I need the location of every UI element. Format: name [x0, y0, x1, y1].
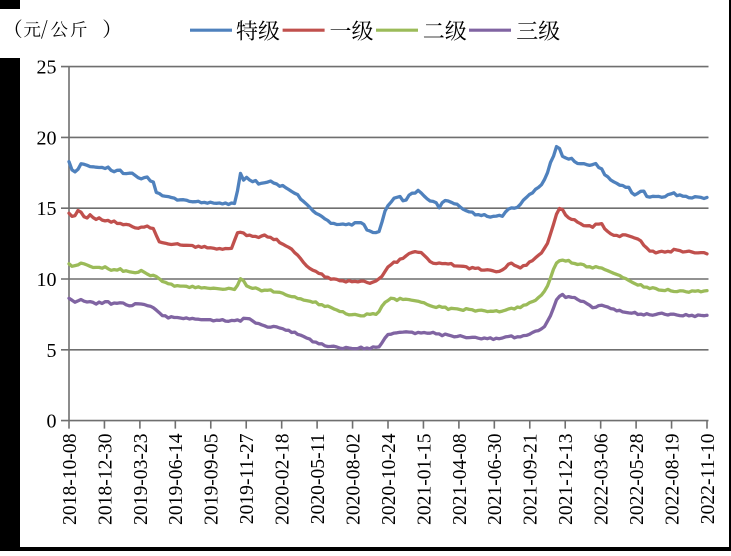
svg-text:2020-02-18: 2020-02-18 [273, 433, 294, 525]
svg-text:2020-05-11: 2020-05-11 [308, 434, 329, 525]
svg-text:2022-08-19: 2022-08-19 [662, 434, 683, 525]
svg-text:2022-03-06: 2022-03-06 [592, 433, 613, 525]
svg-text:25: 25 [37, 57, 57, 79]
svg-text:2020-10-24: 2020-10-24 [379, 433, 400, 525]
svg-text:10: 10 [37, 269, 57, 291]
svg-text:5: 5 [47, 340, 57, 362]
svg-text:2019-11-27: 2019-11-27 [237, 433, 258, 524]
svg-text:2020-08-02: 2020-08-02 [343, 434, 364, 525]
svg-text:15: 15 [37, 198, 57, 220]
svg-text:2019-09-05: 2019-09-05 [202, 433, 223, 525]
svg-text:2022-11-10: 2022-11-10 [698, 433, 719, 524]
svg-text:0: 0 [47, 411, 57, 433]
svg-text:2018-10-08: 2018-10-08 [60, 433, 81, 525]
svg-text:2021-06-30: 2021-06-30 [485, 433, 506, 525]
svg-text:2021-12-13: 2021-12-13 [556, 433, 577, 525]
svg-text:2021-04-08: 2021-04-08 [450, 433, 471, 525]
svg-text:2021-01-15: 2021-01-15 [414, 433, 435, 525]
svg-text:2018-12-30: 2018-12-30 [95, 433, 116, 525]
svg-text:2019-03-23: 2019-03-23 [131, 433, 152, 525]
svg-text:2022-05-28: 2022-05-28 [627, 433, 648, 525]
svg-text:2021-09-21: 2021-09-21 [521, 434, 542, 525]
svg-text:20: 20 [37, 127, 57, 149]
svg-text:2019-06-14: 2019-06-14 [166, 433, 187, 525]
